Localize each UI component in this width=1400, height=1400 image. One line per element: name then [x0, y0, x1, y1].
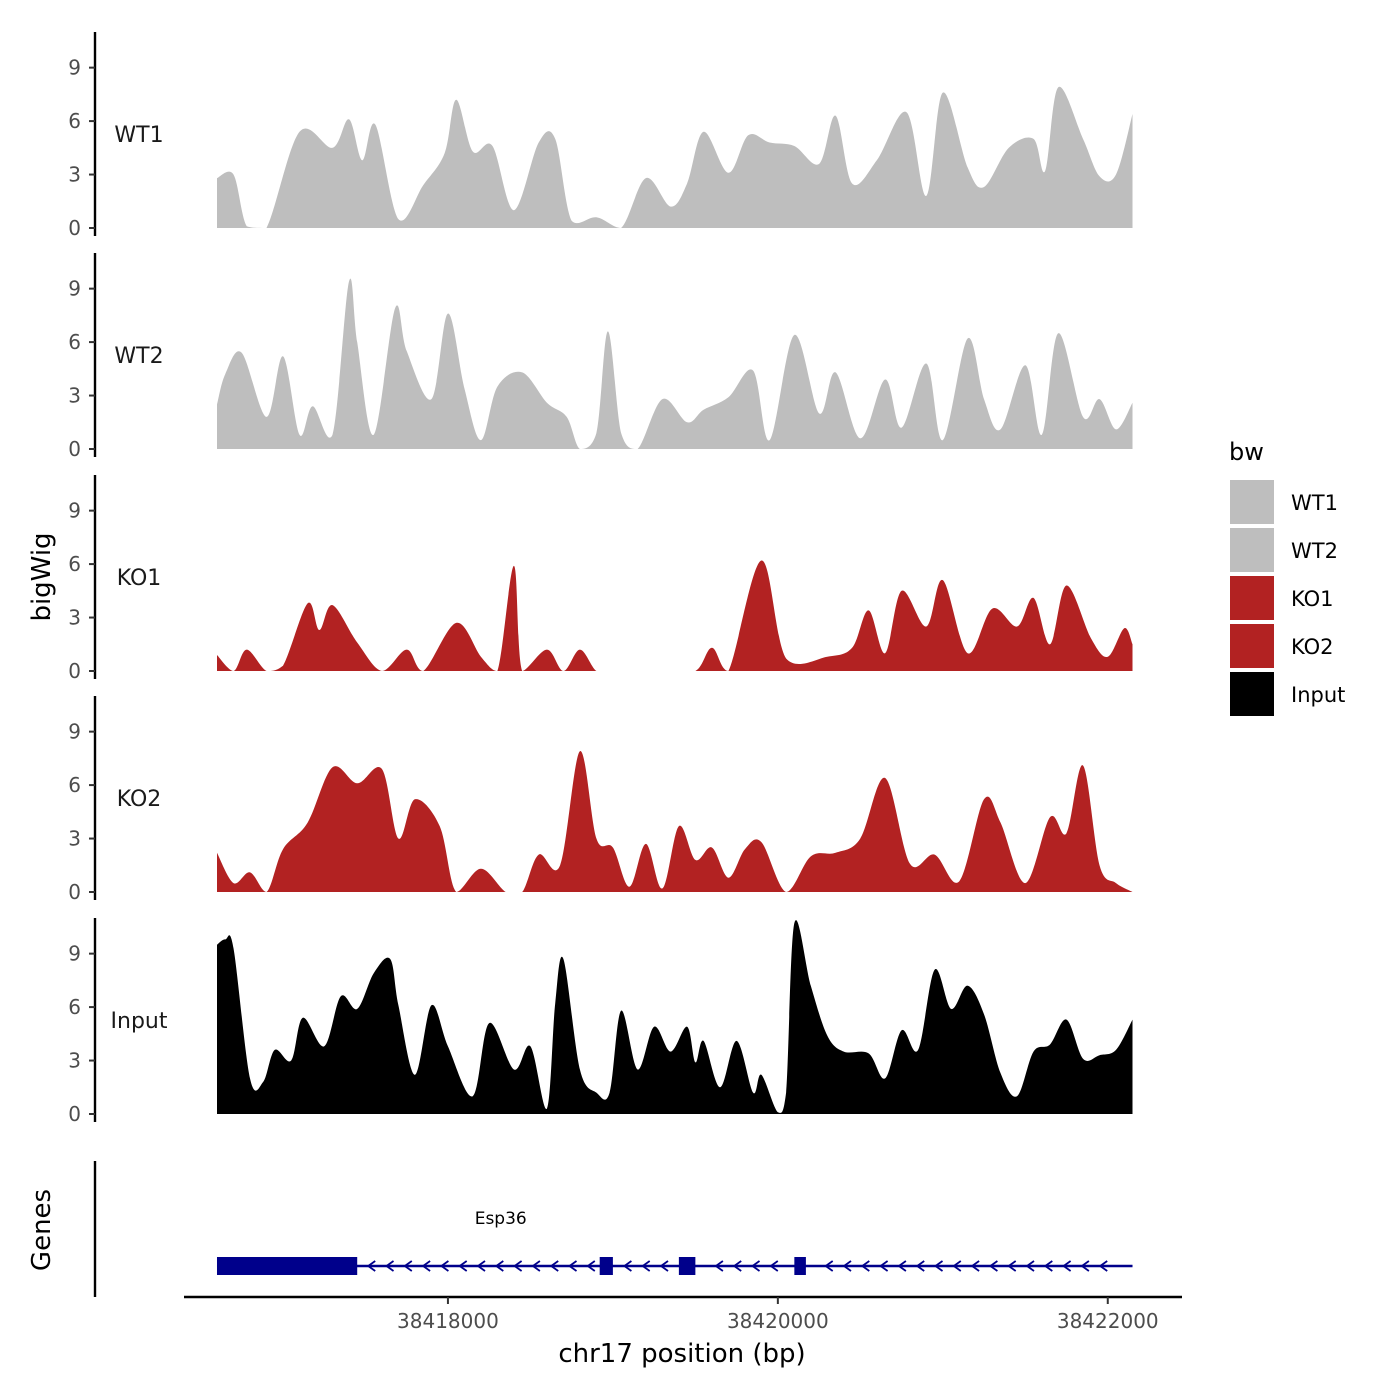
- legend-label-input: Input: [1291, 683, 1345, 707]
- track-label-wt2: WT2: [114, 344, 163, 369]
- y-tick-label: 6: [68, 773, 81, 797]
- y-tick-label: 3: [68, 827, 81, 851]
- track-area-ko2: [217, 751, 1133, 892]
- track-area-wt1: [217, 86, 1133, 228]
- y-tick-label: 6: [68, 330, 81, 354]
- track-wt2: 0 3 6 9 WT2: [68, 253, 1133, 461]
- y-tick-label: 6: [68, 995, 81, 1019]
- track-label-ko2: KO2: [117, 787, 162, 812]
- gene-direction-arrow: [897, 1260, 907, 1272]
- y-tick-label: 9: [68, 277, 81, 301]
- y-tick-label: 3: [68, 163, 81, 187]
- gene-direction-arrow: [1098, 1260, 1108, 1272]
- x-axis: 38418000 38420000 38422000: [184, 1295, 1182, 1333]
- gene-direction-arrow: [769, 1260, 779, 1272]
- gene-direction-arrow: [750, 1260, 761, 1272]
- y-tick-label: 0: [68, 216, 81, 240]
- gene-direction-arrow: [915, 1260, 925, 1272]
- track-input: 0 3 6 9 Input: [68, 918, 1133, 1126]
- gene-direction-arrow: [366, 1260, 376, 1272]
- gene-direction-arrow: [421, 1260, 431, 1272]
- gene-direction-arrow: [988, 1260, 998, 1272]
- gene-direction-arrow: [1080, 1260, 1090, 1272]
- y-tick-label: 9: [68, 942, 81, 966]
- y-tick-label: 6: [68, 109, 81, 133]
- legend-key-ko2: [1230, 624, 1274, 668]
- y-tick-label: 6: [68, 552, 81, 576]
- track-ko1: 0 3 6 9 KO1: [68, 475, 1133, 683]
- y-tick-label: 9: [68, 499, 81, 523]
- track-label-wt1: WT1: [114, 123, 163, 148]
- legend-label-wt1: WT1: [1291, 491, 1338, 515]
- track-area-input: [217, 920, 1133, 1114]
- gene-direction-arrow: [567, 1260, 578, 1272]
- gene-direction-arrow: [549, 1260, 559, 1272]
- gene-direction-arrow: [952, 1260, 962, 1272]
- legend-key-wt1: [1230, 480, 1274, 524]
- y-tick-label: 0: [68, 880, 81, 904]
- x-tick-label: 38422000: [1057, 1309, 1159, 1333]
- gene-direction-arrow: [476, 1260, 486, 1272]
- y-tick-label: 0: [68, 437, 81, 461]
- gene-direction-arrow: [933, 1260, 944, 1272]
- legend-key-input: [1230, 672, 1274, 716]
- gene-direction-arrow: [860, 1260, 870, 1272]
- gene-direction-arrow: [458, 1260, 468, 1272]
- track-label-input: Input: [111, 1009, 168, 1034]
- legend-key-wt2: [1230, 528, 1274, 572]
- gene-name-label: Esp36: [475, 1209, 527, 1229]
- legend-label-wt2: WT2: [1291, 539, 1338, 563]
- y-tick-label: 3: [68, 606, 81, 630]
- gene-direction-arrow: [586, 1260, 596, 1272]
- y-tick-label: 9: [68, 56, 81, 80]
- bigwig-tracks: 0 3 6 9 WT1 0 3 6 9 WT2 0 3 6 9 KO1 0 3 6 9 KO2 0 3 6 9 Input: [68, 32, 1133, 1126]
- gene-direction-arrow: [641, 1260, 651, 1272]
- gene-direction-arrow: [732, 1260, 742, 1272]
- y-tick-label: 3: [68, 384, 81, 408]
- gene-direction-arrow: [1025, 1260, 1035, 1272]
- gene-direction-arrow: [824, 1260, 834, 1272]
- y-axis-title: bigWig: [27, 532, 57, 621]
- gene-direction-arrow: [403, 1260, 413, 1272]
- gene-direction-arrow: [659, 1260, 669, 1272]
- track-ko2: 0 3 6 9 KO2: [68, 696, 1133, 904]
- gene-direction-arrow: [531, 1260, 541, 1272]
- gene-exon: [794, 1257, 806, 1275]
- legend-key-ko1: [1230, 576, 1274, 620]
- gene-direction-arrow: [714, 1260, 724, 1272]
- gene-direction-arrow: [970, 1260, 980, 1272]
- legend-label-ko1: KO1: [1291, 587, 1334, 611]
- gene-direction-arrow: [622, 1260, 632, 1272]
- gene-direction-arrow: [384, 1260, 395, 1272]
- gene-direction-arrow: [494, 1260, 504, 1272]
- gene-direction-arrow: [439, 1260, 449, 1272]
- y-tick-label: 9: [68, 720, 81, 744]
- x-axis-title: chr17 position (bp): [558, 1339, 805, 1369]
- track-label-ko1: KO1: [117, 566, 162, 591]
- legend-title: bw: [1229, 438, 1264, 466]
- gene-direction-arrow: [1043, 1260, 1053, 1272]
- x-tick-label: 38418000: [397, 1309, 499, 1333]
- track-area-wt2: [217, 278, 1133, 449]
- gene-exon: [216, 1257, 358, 1275]
- gene-direction-arrow: [879, 1260, 889, 1272]
- x-tick-label: 38420000: [727, 1309, 829, 1333]
- y-tick-label: 0: [68, 1102, 81, 1126]
- genes-axis-title: Genes: [27, 1189, 57, 1271]
- legend-label-ko2: KO2: [1291, 635, 1334, 659]
- track-wt1: 0 3 6 9 WT1: [68, 32, 1133, 240]
- gene-exon: [599, 1257, 613, 1275]
- gene-direction-arrow: [842, 1260, 852, 1272]
- gene-direction-arrow: [1062, 1260, 1072, 1272]
- gene-exon: [678, 1257, 696, 1275]
- y-tick-label: 3: [68, 1049, 81, 1073]
- y-tick-label: 0: [68, 659, 81, 683]
- gene-direction-arrow: [513, 1260, 523, 1272]
- legend: bw WT1 WT2 KO1 KO2 Input: [1229, 438, 1345, 716]
- genes-track: Esp36: [93, 1161, 1133, 1297]
- track-area-ko1: [217, 560, 1133, 671]
- gene-direction-arrow: [1007, 1260, 1017, 1272]
